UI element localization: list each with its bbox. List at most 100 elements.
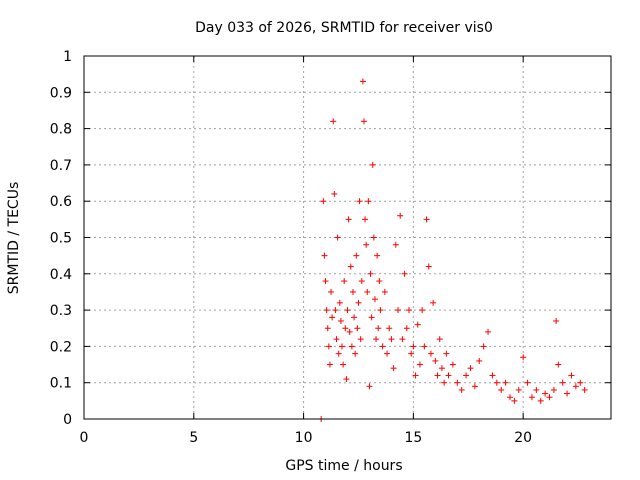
data-point bbox=[332, 307, 339, 314]
data-points bbox=[318, 78, 588, 422]
data-point bbox=[335, 350, 342, 357]
data-point bbox=[329, 314, 336, 321]
y-tick-label: 0.8 bbox=[50, 122, 72, 138]
data-point bbox=[434, 372, 441, 379]
data-point bbox=[506, 394, 513, 401]
data-point bbox=[467, 365, 474, 372]
data-point bbox=[344, 307, 351, 314]
data-point bbox=[533, 386, 540, 393]
data-point bbox=[577, 379, 584, 386]
data-point bbox=[346, 328, 353, 335]
data-point bbox=[425, 263, 432, 270]
x-tick-label: 5 bbox=[189, 430, 198, 446]
data-point bbox=[352, 350, 359, 357]
data-point bbox=[493, 379, 500, 386]
data-point bbox=[489, 372, 496, 379]
data-point bbox=[454, 379, 461, 386]
data-point bbox=[443, 350, 450, 357]
data-point bbox=[546, 394, 553, 401]
data-point bbox=[553, 317, 560, 324]
data-point bbox=[572, 383, 579, 390]
data-point bbox=[502, 379, 509, 386]
y-tick-label: 0.7 bbox=[50, 158, 72, 174]
data-point bbox=[564, 390, 571, 397]
data-point bbox=[336, 299, 343, 306]
plot-frame bbox=[83, 55, 612, 420]
data-point bbox=[348, 343, 355, 350]
data-point bbox=[323, 307, 330, 314]
data-point bbox=[458, 386, 465, 393]
data-point bbox=[542, 390, 549, 397]
data-point bbox=[524, 379, 531, 386]
data-point bbox=[403, 325, 410, 332]
data-point bbox=[330, 118, 337, 125]
data-point bbox=[353, 252, 360, 259]
data-point bbox=[441, 379, 448, 386]
y-tick-label: 0.2 bbox=[50, 339, 72, 355]
data-point bbox=[365, 198, 372, 205]
data-point bbox=[343, 376, 350, 383]
data-point bbox=[321, 252, 328, 259]
data-point bbox=[520, 354, 527, 361]
data-point bbox=[445, 372, 452, 379]
data-point bbox=[559, 379, 566, 386]
data-point bbox=[401, 270, 408, 277]
data-point bbox=[550, 386, 557, 393]
data-point bbox=[419, 307, 426, 314]
data-point bbox=[358, 278, 365, 285]
y-tick-label: 0.6 bbox=[50, 194, 72, 210]
data-point bbox=[388, 336, 395, 343]
data-point bbox=[390, 365, 397, 372]
data-point bbox=[349, 288, 356, 295]
y-tick-label: 1 bbox=[63, 49, 72, 65]
y-tick-label: 0 bbox=[63, 412, 72, 428]
data-point bbox=[324, 325, 331, 332]
data-point bbox=[408, 350, 415, 357]
data-point bbox=[326, 361, 333, 368]
data-point bbox=[485, 328, 492, 335]
data-point bbox=[421, 343, 428, 350]
data-point bbox=[430, 299, 437, 306]
data-point bbox=[371, 296, 378, 303]
data-point bbox=[568, 372, 575, 379]
y-tick-label: 0.4 bbox=[50, 267, 72, 283]
data-point bbox=[359, 78, 366, 85]
data-point bbox=[331, 190, 338, 197]
data-point bbox=[395, 307, 402, 314]
data-point bbox=[342, 325, 349, 332]
data-point bbox=[370, 234, 377, 241]
data-point bbox=[339, 343, 346, 350]
data-point bbox=[354, 325, 361, 332]
x-tick-label: 10 bbox=[295, 430, 313, 446]
data-point bbox=[511, 397, 518, 404]
data-point bbox=[347, 263, 354, 270]
x-tick-label: 0 bbox=[80, 430, 89, 446]
data-point bbox=[471, 383, 478, 390]
data-point bbox=[355, 299, 362, 306]
data-point bbox=[392, 241, 399, 248]
data-point bbox=[366, 383, 373, 390]
data-point bbox=[449, 361, 456, 368]
data-point bbox=[357, 336, 364, 343]
data-point bbox=[340, 361, 347, 368]
data-point bbox=[386, 325, 393, 332]
data-point bbox=[405, 307, 412, 314]
data-point bbox=[555, 361, 562, 368]
data-point bbox=[362, 216, 369, 223]
y-tick-label: 0.9 bbox=[50, 85, 72, 101]
data-point bbox=[375, 325, 382, 332]
data-point bbox=[369, 161, 376, 168]
data-point bbox=[351, 314, 358, 321]
data-point bbox=[498, 386, 505, 393]
data-point bbox=[379, 343, 386, 350]
data-point bbox=[333, 336, 340, 343]
data-point bbox=[337, 317, 344, 324]
data-point bbox=[416, 361, 423, 368]
data-point bbox=[360, 118, 367, 125]
data-point bbox=[423, 216, 430, 223]
x-tick-label: 20 bbox=[514, 430, 532, 446]
data-point bbox=[427, 350, 434, 357]
data-point bbox=[384, 350, 391, 357]
